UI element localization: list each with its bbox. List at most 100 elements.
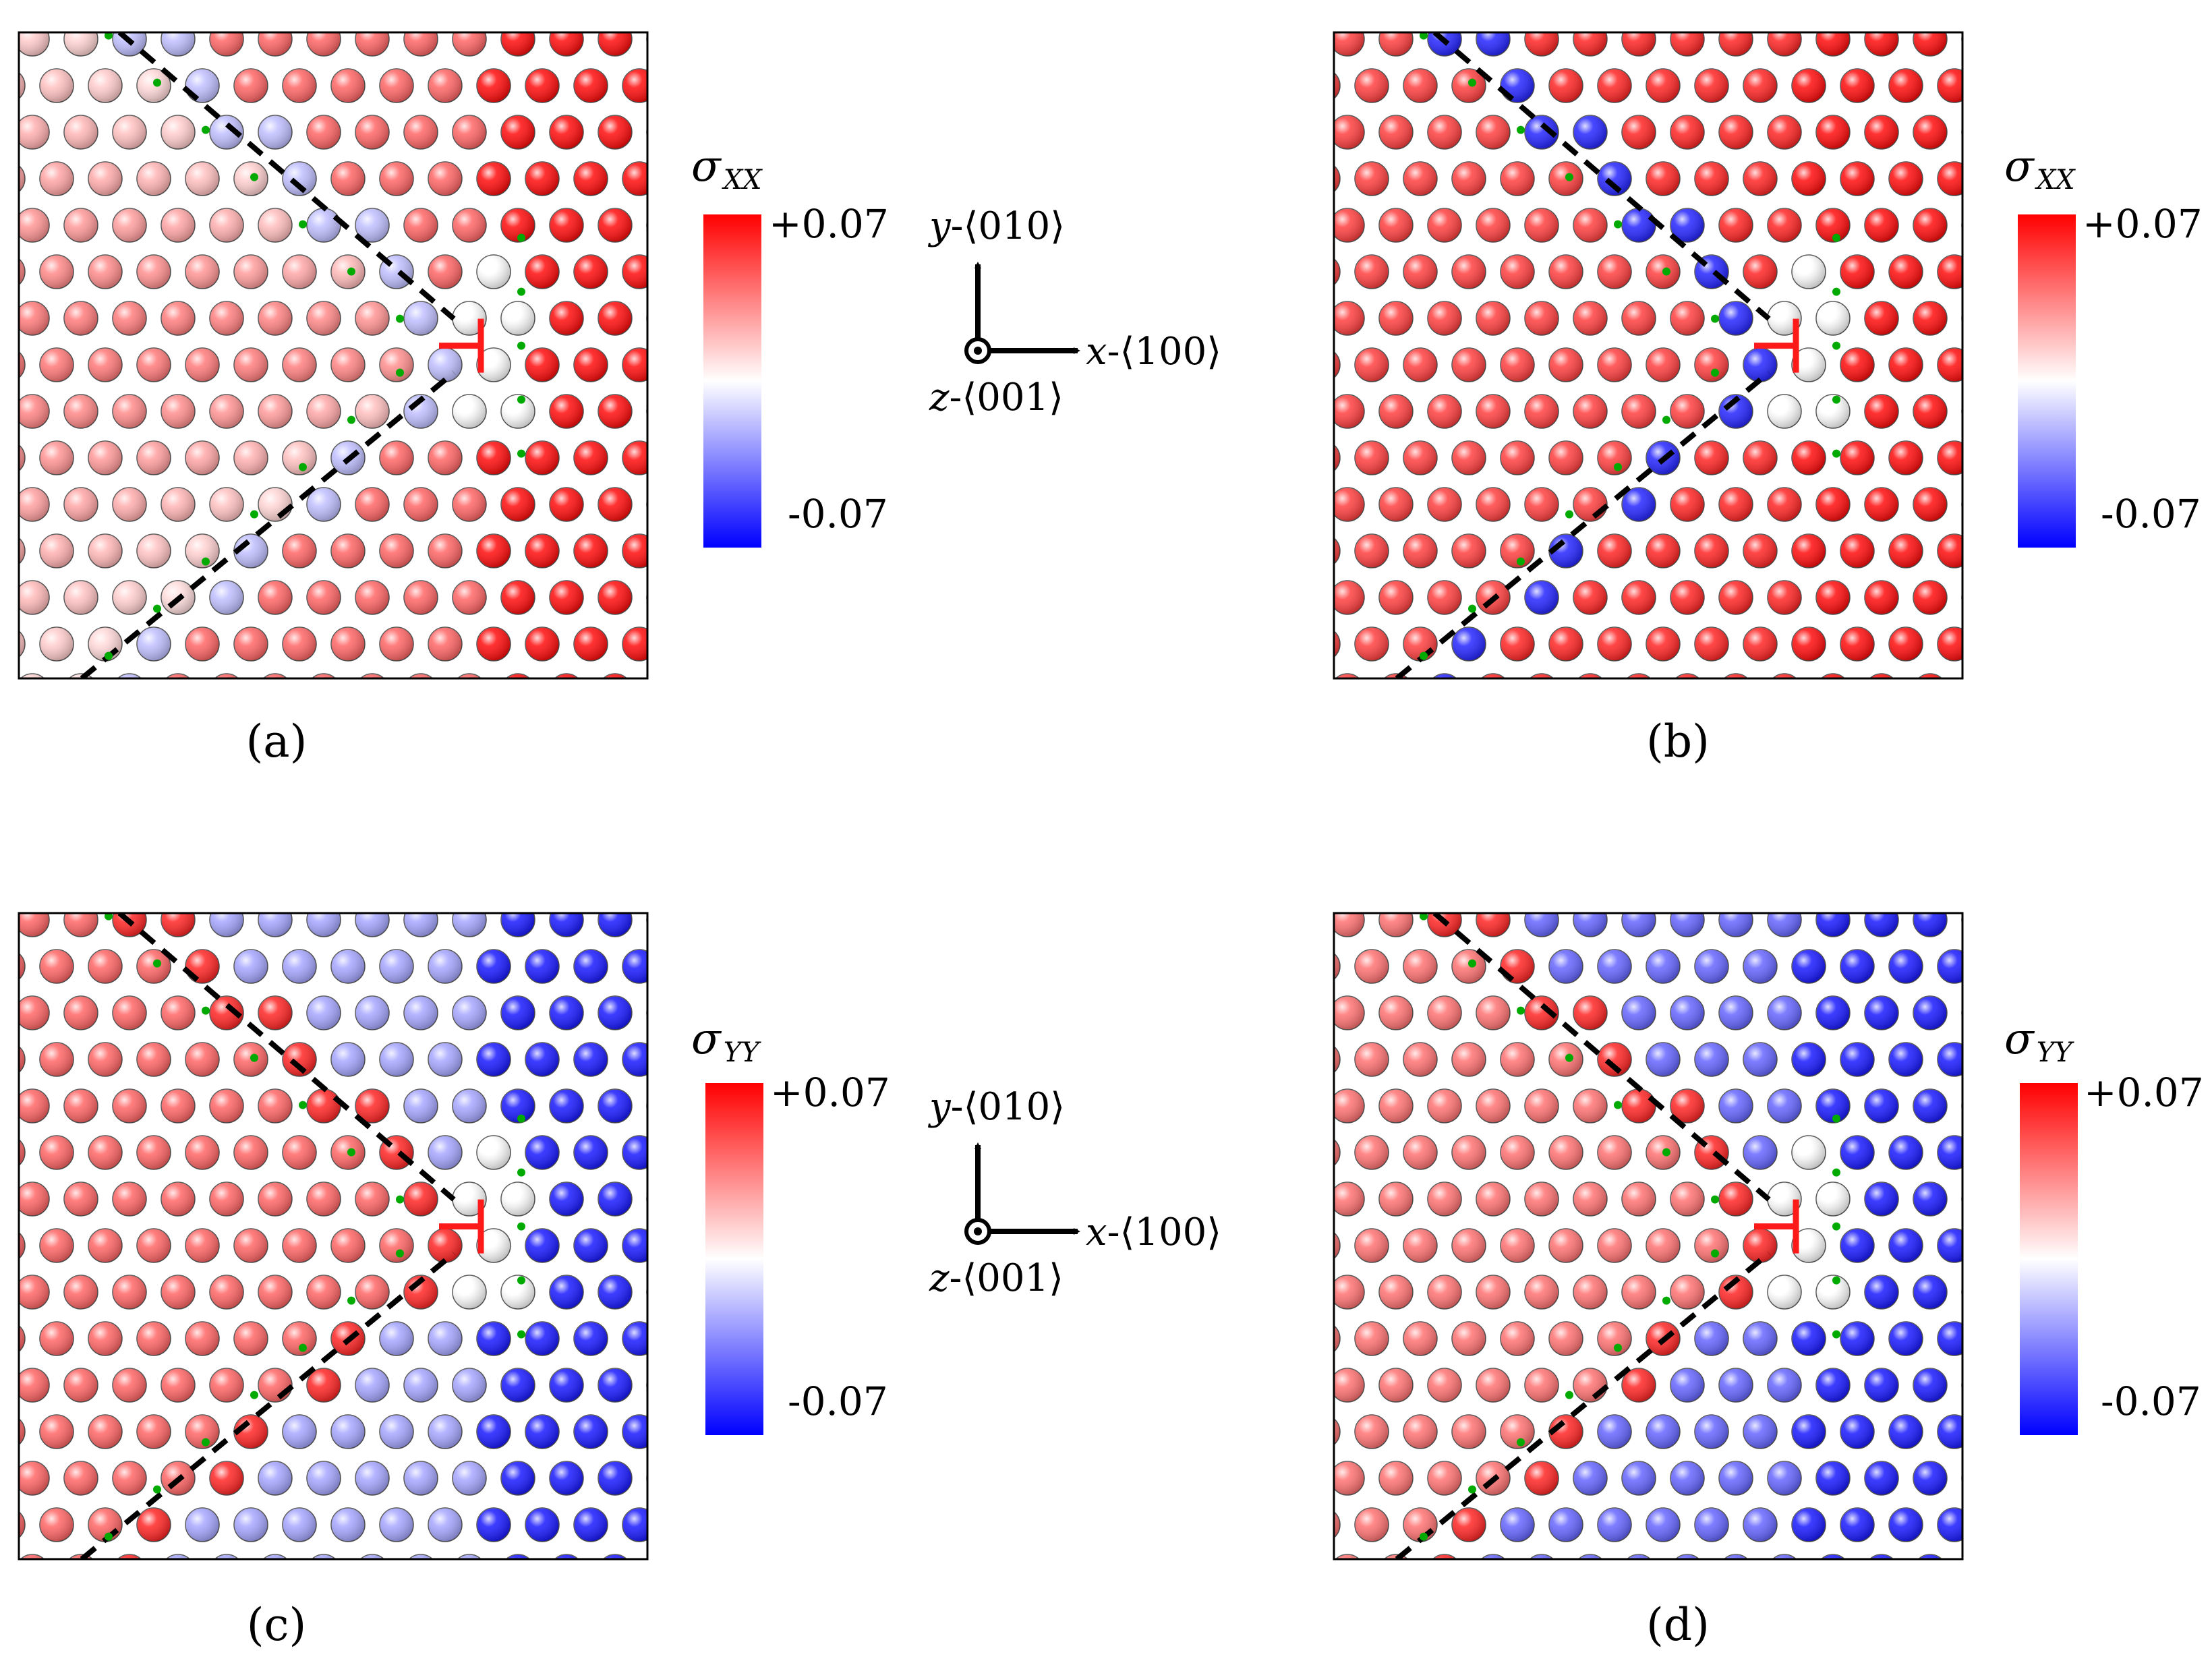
atom-shading (1573, 1368, 1607, 1402)
atom-shading (1403, 69, 1437, 103)
atom (720, 1508, 753, 1542)
atom-shading (331, 348, 365, 382)
atom-shading (428, 255, 462, 289)
atom-shading (113, 581, 146, 614)
atom-shading (1768, 1275, 1801, 1309)
atom (1282, 1089, 1316, 1123)
atom-shading (0, 856, 25, 890)
atom-shading (1282, 674, 1316, 707)
atom (1282, 674, 1316, 707)
atom-shading (477, 1229, 511, 1262)
atom (646, 1006, 647, 1020)
atom-shading (40, 441, 74, 475)
atom-shading (671, 1136, 705, 1169)
atom-shading (1646, 1508, 1680, 1542)
atom-shading (404, 395, 438, 428)
atom-shading (1816, 996, 1850, 1030)
atom-shading (137, 162, 171, 196)
panel-label-c: (c) (247, 1599, 306, 1651)
atom-shading (598, 1461, 632, 1495)
upper-guide-line (1432, 913, 1771, 1202)
atom-shading (113, 1368, 146, 1402)
atom-shading (574, 348, 608, 382)
atom-shading (554, 674, 579, 678)
atom-shading (1428, 301, 1461, 335)
atom-shading (404, 1275, 438, 1309)
atom (695, 581, 729, 614)
atom (1282, 301, 1316, 335)
slip-trace-dot (1832, 233, 1840, 242)
atom-shading (1355, 1508, 1389, 1542)
atom-shading (1840, 255, 1874, 289)
slip-trace-dot (517, 449, 525, 458)
atom-shading (404, 1182, 438, 1216)
x-axis-label-top: x-⟨100⟩ (1086, 330, 1221, 374)
atom (1961, 32, 1962, 46)
atom-shading (137, 69, 171, 103)
atom-shading (1549, 1508, 1583, 1542)
atom-shading (453, 301, 486, 335)
atom-shading (1598, 69, 1631, 103)
slip-trace-dot (1614, 220, 1622, 229)
atom-shading (1889, 1043, 1923, 1076)
atom-shading (1282, 1554, 1316, 1588)
atom-shading (1379, 1368, 1413, 1402)
atom-shading (598, 1089, 632, 1123)
atom-shading (137, 1322, 171, 1355)
slip-trace-dot (153, 78, 161, 87)
atom-shading (1355, 534, 1389, 568)
atom-shading (647, 1461, 680, 1495)
atom-shading (1355, 1229, 1389, 1262)
atom-shading (1962, 1089, 1996, 1123)
atom (477, 856, 511, 890)
atom-shading (1938, 255, 1962, 289)
atom (88, 720, 122, 754)
atom-shading (380, 950, 413, 983)
atom-shading (1282, 1461, 1316, 1495)
atom-shading (360, 1554, 384, 1559)
atom-shading (428, 69, 462, 103)
atom-shading (428, 1322, 462, 1355)
atom-shading (355, 913, 389, 937)
atom-shading (647, 1554, 680, 1588)
atom-shading (1549, 856, 1583, 890)
atom-shading (457, 674, 482, 678)
atom-shading (1670, 1461, 1704, 1495)
atom-shading (1403, 441, 1437, 475)
slip-trace-dot (202, 1438, 210, 1447)
atom-shading (525, 1136, 559, 1169)
atom-shading (428, 1043, 462, 1076)
atom (185, 0, 219, 9)
atom-shading (283, 1508, 316, 1542)
atom-shading (1525, 1089, 1559, 1123)
atom (1282, 903, 1316, 937)
atom-shading (1355, 856, 1389, 890)
atom-shading (1986, 1508, 2020, 1542)
atom-shading (210, 1275, 243, 1309)
atom-shading (1743, 1043, 1777, 1076)
atom-shading (88, 950, 122, 983)
atom-shading (1938, 534, 1962, 568)
atom-shading (1792, 1136, 1826, 1169)
slip-trace-dot (299, 1343, 307, 1352)
atom-shading (1403, 348, 1437, 382)
atom-shading (185, 1601, 219, 1635)
atom (331, 0, 365, 9)
atom-shading (1889, 1601, 1923, 1635)
atom-shading (1670, 1182, 1704, 1216)
colorbar-a: σ XX +0.07 -0.07 (691, 142, 889, 548)
atom-shading (40, 1601, 74, 1635)
atom-shading (1986, 348, 2020, 382)
atom (1282, 395, 1316, 428)
atom-shading (477, 1322, 511, 1355)
atom-shading (1816, 1368, 1850, 1402)
atom-shading (113, 996, 146, 1030)
atom-shading (1525, 32, 1559, 56)
atom-shading (409, 1554, 433, 1559)
atom-shading (1743, 1229, 1777, 1262)
atom-shading (1428, 395, 1461, 428)
atom (646, 1099, 647, 1113)
atom-shading (1355, 720, 1389, 754)
atom-shading (1962, 674, 1996, 707)
atom-shading (1889, 534, 1923, 568)
